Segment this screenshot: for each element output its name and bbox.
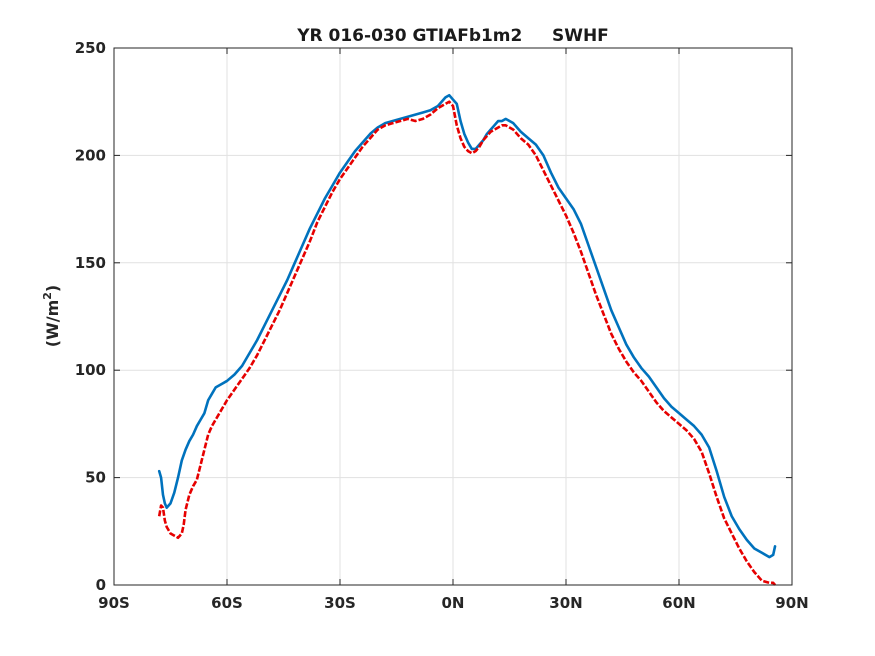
y-axis-label-main: (W/m [43, 300, 62, 347]
ticks: 90S 60S 30S 0N 30N 60N 90N 0 50 100 150 200 250 [75, 39, 809, 612]
y-tick-label: 100 [75, 361, 106, 379]
y-tick-label: 0 [96, 576, 106, 594]
series-line-1 [157, 93, 777, 559]
y-tick-label: 50 [85, 469, 106, 487]
x-tick-label: 90N [775, 594, 808, 612]
y-axis-label: (W/m2) [41, 285, 62, 347]
x-tick-label: 60S [211, 594, 243, 612]
y-tick-label: 150 [75, 254, 106, 272]
x-tick-label: 30N [549, 594, 582, 612]
x-tick-label: 90S [98, 594, 130, 612]
y-tick-label: 250 [75, 39, 106, 57]
x-tick-label: 60N [662, 594, 695, 612]
y-axis-label-superscript: 2 [41, 292, 54, 300]
x-tick-label: 30S [324, 594, 356, 612]
y-tick-label: 200 [75, 146, 106, 164]
y-axis-label-close: ) [43, 285, 62, 292]
grid [114, 48, 792, 585]
series-layer [157, 93, 777, 586]
x-tick-label: 0N [442, 594, 465, 612]
chart-title: YR 016-030 GTIAFb1m2 SWHF [296, 26, 609, 46]
series-line-2 [157, 100, 777, 586]
